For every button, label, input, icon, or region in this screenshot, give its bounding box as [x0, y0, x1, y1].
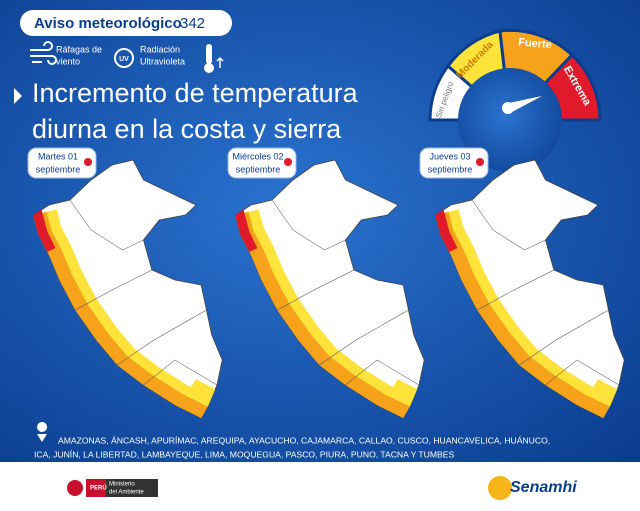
- header-title: Aviso meteorológico: [34, 15, 182, 32]
- uv-icon: [114, 48, 134, 68]
- gauge-level: Fuerte: [518, 36, 553, 51]
- footer-country: PERÚ: [90, 485, 107, 492]
- date-dot: [284, 158, 292, 166]
- date-box: [419, 147, 489, 179]
- date-weekday: Martes 01: [38, 151, 78, 161]
- uv-icon-text: UV: [119, 56, 129, 63]
- header-pill: [20, 10, 232, 36]
- icon-label: Ultravioleta: [140, 56, 185, 66]
- icon-label: viento: [56, 56, 80, 66]
- date-dot: [84, 158, 92, 166]
- senamhi-sun: [488, 476, 512, 500]
- headline-arrow: [14, 88, 22, 104]
- thermometer-icon: [204, 44, 224, 73]
- headline: diurna en la costa y sierra: [32, 114, 342, 144]
- date-dot: [476, 158, 484, 166]
- gauge: [428, 28, 602, 172]
- regions: ICA, JUNÍN, LA LIBERTAD, LAMBAYEQUE, LIM…: [34, 449, 455, 459]
- icon-label: Ráfagas de: [56, 44, 102, 54]
- icon-label: Radiación: [140, 44, 180, 54]
- date-box: [227, 147, 297, 179]
- footer-ministry: Ministerio: [109, 482, 135, 488]
- footer-agency: Senamhi: [510, 479, 577, 496]
- peru-logo: [67, 479, 158, 497]
- date-box: [27, 147, 97, 179]
- location-pin: [37, 422, 48, 442]
- date-month: septiembre: [428, 164, 473, 174]
- date-weekday: Jueves 03: [429, 151, 470, 161]
- date-month: septiembre: [236, 164, 281, 174]
- date-weekday: Miércoles 02: [232, 151, 283, 161]
- regions: AMAZONAS, ÁNCASH, APURÍMAC, AREQUIPA, AY…: [58, 435, 550, 445]
- wind-icon: [30, 41, 57, 65]
- date-month: septiembre: [36, 164, 81, 174]
- header-number: 342: [180, 15, 205, 32]
- footer-ministry: del Ambiente: [109, 490, 144, 496]
- headline: Incremento de temperatura: [32, 78, 359, 108]
- date-labels: Martes 01 septiembre Miércoles 02 septiembr…: [27, 147, 489, 179]
